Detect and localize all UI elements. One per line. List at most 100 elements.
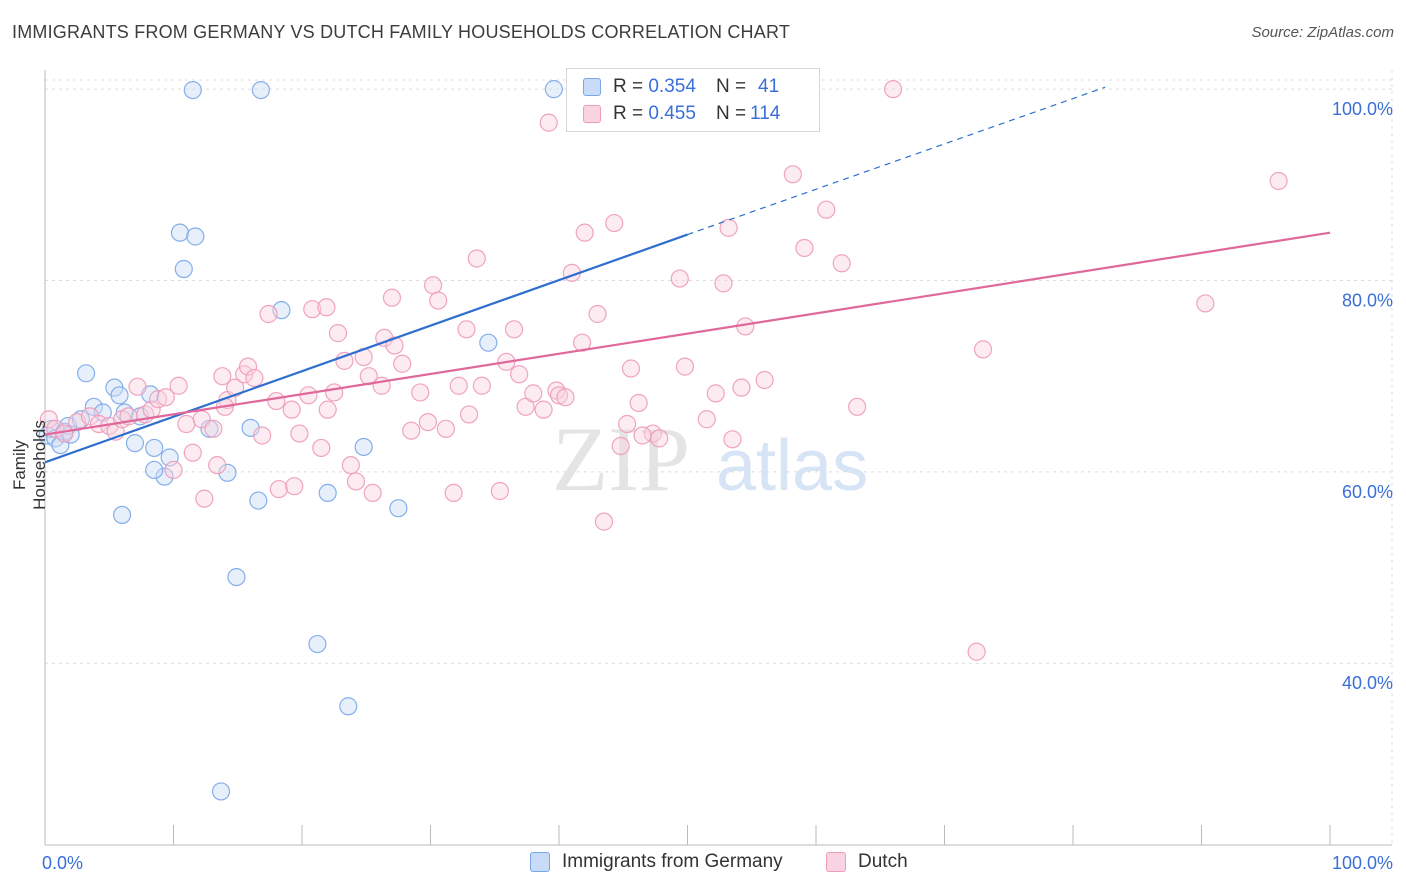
- germany-point: [155, 467, 174, 486]
- germany-point: [77, 364, 96, 383]
- source-label: Source: ZipAtlas.com: [1251, 24, 1394, 41]
- trend-lines: [44, 86, 1331, 464]
- legend-n-value: 41: [758, 76, 780, 97]
- dutch-point: [164, 460, 183, 480]
- legend-n-value: 114: [750, 103, 781, 124]
- dutch-point: [618, 414, 637, 434]
- dutch-point: [714, 274, 733, 293]
- germany-point: [354, 437, 373, 457]
- dutch-point: [245, 368, 264, 388]
- chart-title: IMMIGRANTS FROM GERMANY VS DUTCH FAMILY …: [12, 22, 791, 42]
- dutch-trend-line: [44, 231, 1331, 436]
- germany-point: [339, 697, 358, 716]
- dutch-point: [226, 378, 245, 397]
- dutch-point: [303, 300, 322, 319]
- germany-point: [479, 333, 498, 352]
- dutch-point: [547, 381, 566, 400]
- dutch-point: [575, 223, 594, 242]
- dutch-point: [411, 383, 430, 402]
- y-tick-label: 40.0%: [1342, 673, 1393, 693]
- dutch-point: [633, 426, 652, 445]
- dutch-point: [621, 359, 641, 378]
- legend-n-label: N =: [715, 76, 747, 97]
- dutch-point: [1196, 294, 1215, 313]
- legend-r-label: R =: [613, 103, 644, 124]
- legend-row-germany: R = 0.354 N = 41: [583, 75, 779, 99]
- dutch-point: [594, 512, 614, 531]
- germany-point: [183, 80, 202, 100]
- legend-swatch-pink: [583, 105, 601, 123]
- data-points: [38, 80, 1288, 801]
- dutch-point: [285, 477, 304, 496]
- tick-labels: 40.0% 60.0% 80.0% 100.0% 0.0% 100.0%: [42, 99, 1393, 873]
- legend-item-dutch[interactable]: Dutch: [826, 851, 908, 873]
- y-tick-label: 60.0%: [1342, 482, 1393, 502]
- dutch-point: [459, 405, 479, 424]
- germany-point: [84, 397, 103, 416]
- germany-point: [174, 259, 193, 279]
- legend-swatch-pink: [826, 852, 846, 872]
- dutch-point: [204, 419, 223, 438]
- x-tick-label: 0.0%: [42, 853, 83, 873]
- germany-point: [389, 499, 408, 518]
- dutch-point: [346, 472, 366, 491]
- germany-point: [112, 505, 132, 525]
- germany-trend-extension: [687, 86, 1106, 236]
- dutch-point: [169, 376, 188, 395]
- dutch-point: [534, 400, 553, 419]
- dutch-point: [675, 357, 695, 376]
- dutch-point: [282, 400, 301, 419]
- dutch-point: [429, 291, 448, 310]
- germany-point: [110, 386, 129, 405]
- dutch-point: [325, 383, 344, 402]
- correlation-legend: R = 0.354 N = 41 R = 0.455 N = 114: [566, 68, 820, 132]
- germany-point: [125, 434, 145, 453]
- dutch-point: [697, 410, 716, 429]
- germany-point: [211, 782, 231, 801]
- dutch-point: [883, 80, 903, 99]
- dutch-point: [312, 438, 331, 458]
- series-legend: Immigrants from Germany Dutch: [0, 851, 1406, 879]
- germany-point: [308, 634, 327, 654]
- dutch-point: [848, 397, 867, 416]
- legend-n-label: N =: [715, 103, 747, 124]
- legend-swatch-blue: [583, 78, 601, 96]
- dutch-point: [611, 436, 630, 456]
- dutch-point: [290, 424, 309, 443]
- dutch-point: [269, 479, 288, 499]
- legend-item-germany[interactable]: Immigrants from Germany: [530, 851, 783, 873]
- dutch-point: [444, 483, 463, 503]
- dutch-point: [267, 391, 286, 411]
- germany-point: [218, 463, 237, 482]
- dutch-point: [457, 320, 476, 339]
- dutch-point: [183, 443, 202, 462]
- dutch-point: [719, 218, 738, 237]
- legend-label-germany: Immigrants from Germany: [562, 851, 783, 872]
- dutch-point: [259, 304, 278, 324]
- germany-point: [227, 567, 246, 587]
- germany-point: [251, 80, 270, 100]
- germany-point: [145, 460, 164, 480]
- germany-point: [318, 483, 337, 503]
- x-tick-label: 100.0%: [1332, 853, 1393, 873]
- dutch-point: [706, 384, 725, 403]
- dutch-point: [817, 200, 836, 219]
- dutch-point: [539, 113, 558, 132]
- dutch-point: [423, 276, 443, 295]
- dutch-point: [967, 642, 986, 661]
- germany-point: [186, 227, 205, 246]
- dutch-point: [516, 397, 535, 416]
- dutch-point: [253, 426, 272, 445]
- dutch-point: [732, 378, 751, 397]
- dutch-point: [402, 421, 421, 440]
- dutch-point: [723, 430, 742, 449]
- legend-r-value: 0.455: [648, 103, 696, 124]
- dutch-point: [472, 376, 491, 395]
- germany-point: [170, 223, 190, 242]
- legend-row-dutch: R = 0.455 N = 114: [583, 102, 780, 126]
- legend-swatch-blue: [530, 852, 550, 872]
- dutch-point: [341, 456, 360, 475]
- germany-trend-line: [44, 233, 688, 464]
- dutch-point: [436, 419, 456, 438]
